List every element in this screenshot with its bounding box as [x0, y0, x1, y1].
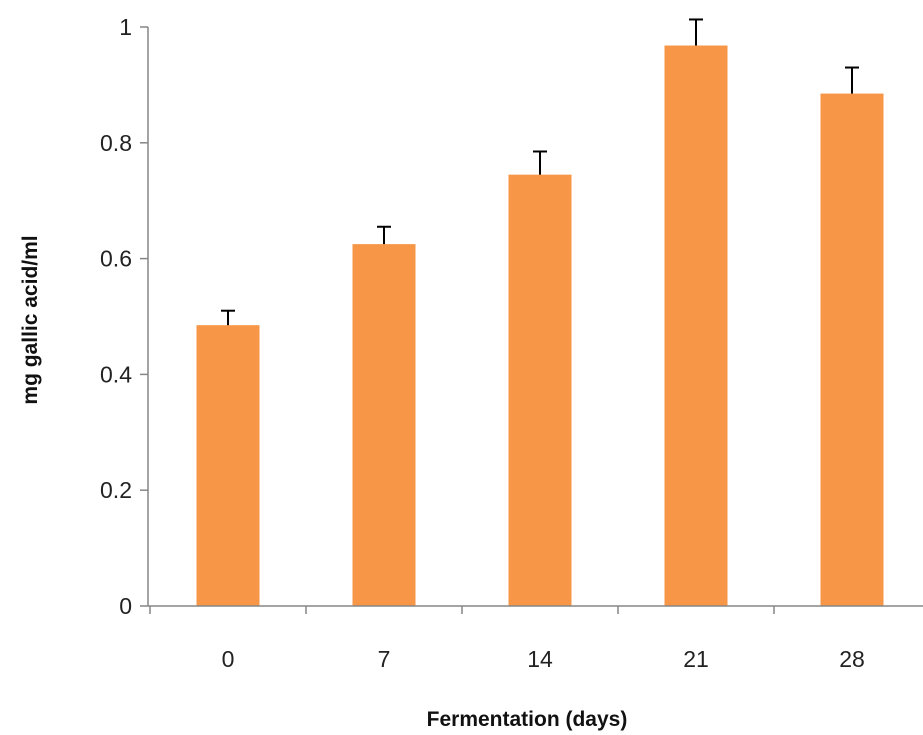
x-tick-label-28: 28: [839, 646, 865, 672]
x-tick-label-7: 7: [378, 646, 391, 672]
bar-14: [509, 175, 572, 606]
bar-7: [353, 244, 416, 606]
bars-layer: [197, 46, 884, 606]
x-tick-label-0: 0: [222, 646, 235, 672]
y-tick-label-2: 0.4: [100, 361, 132, 387]
y-tick-label-3: 0.6: [100, 246, 132, 272]
x-tick-label-21: 21: [683, 646, 709, 672]
y-tick-label-5: 1: [119, 14, 132, 40]
x-axis-title: Fermentation (days): [427, 708, 628, 731]
y-tick-label-0: 0: [119, 593, 132, 619]
x-tick-label-14: 14: [527, 646, 553, 672]
y-axis-title: mg gallic acid/ml: [19, 235, 42, 404]
y-tick-label-1: 0.2: [100, 477, 132, 503]
y-tick-label-4: 0.8: [100, 130, 132, 156]
bar-28: [821, 94, 884, 606]
bar-21: [665, 46, 728, 606]
bar-0: [197, 325, 260, 606]
